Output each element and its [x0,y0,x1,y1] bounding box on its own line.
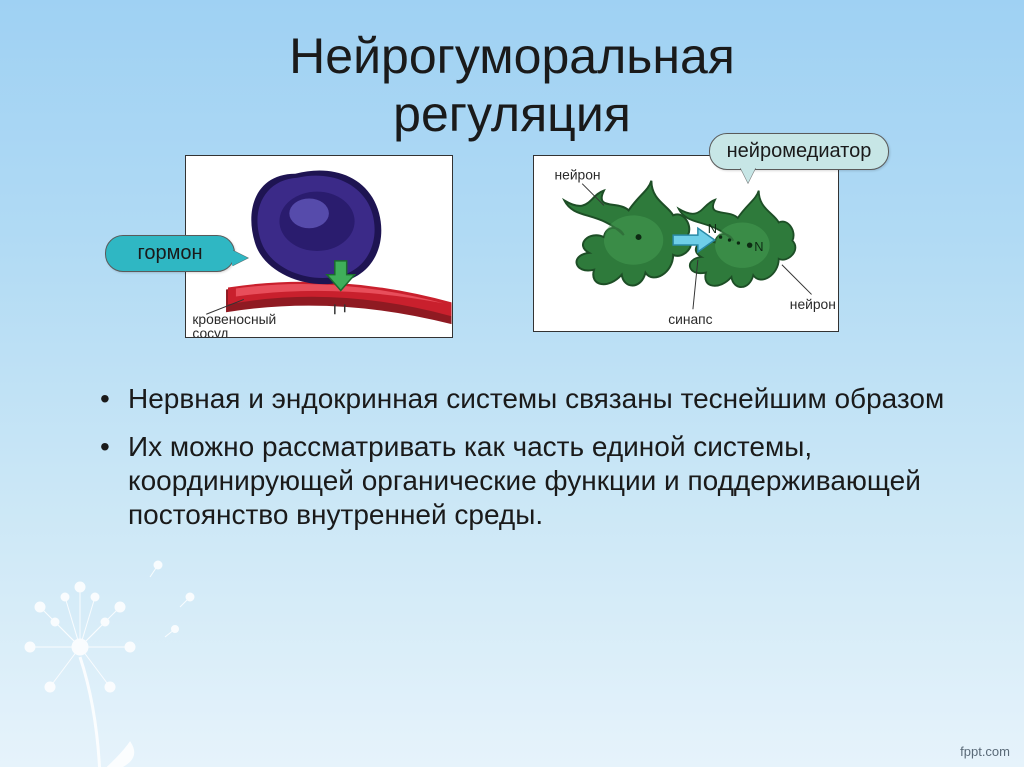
bullet-list: Нервная и эндокринная системы связаны те… [100,382,954,533]
synapse-label: синапс [668,311,712,327]
bullet-item: Их можно рассматривать как часть единой … [100,430,954,532]
bullet-text: Их можно рассматривать как часть единой … [128,431,921,530]
n-label-2: N [754,239,763,254]
n-label-1: N [708,221,717,236]
callout-neuro-text: нейромедиатор [727,140,872,162]
callout-hormone-text: гормон [137,242,202,264]
title-line-1: Нейрогуморальная [289,28,735,84]
callout-tail-icon [232,250,248,266]
dandelion-decoration-icon [0,517,240,767]
title-line-2: регуляция [393,86,631,142]
callout-hormone: гормон [105,235,235,272]
footer-attribution: fppt.com [960,744,1010,759]
figure-neurons: N N нейрон нейрон синапс [533,155,839,332]
neuron-label-right: нейрон [790,296,836,312]
callout-neurotransmitter: нейромедиатор [709,133,889,170]
bullet-text: Нервная и эндокринная системы связаны те… [128,383,944,414]
neuron-label-left: нейрон [555,167,601,183]
vessel-label-line2: сосуд [192,325,228,338]
bullet-item: Нервная и эндокринная системы связаны те… [100,382,954,416]
footer-text: fppt.com [960,744,1010,759]
figures-row: гормон [0,155,1024,338]
callout-tail-icon [740,167,756,183]
slide-title: Нейрогуморальная регуляция [0,0,1024,143]
figure-hormone-wrap: гормон [185,155,453,338]
figure-neuron-wrap: нейромедиатор N N [533,155,839,338]
